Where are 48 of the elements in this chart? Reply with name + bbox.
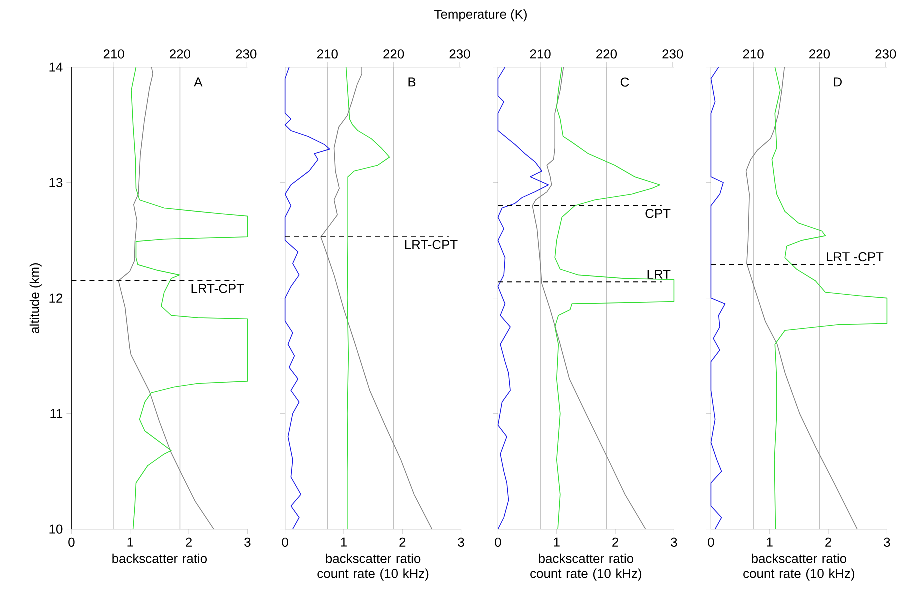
ref-line-label: CPT bbox=[646, 209, 671, 218]
y-tick-label: 14 bbox=[50, 62, 63, 72]
x-tick-label: 3 bbox=[671, 538, 678, 547]
x2-tick-label: 210 bbox=[318, 50, 338, 59]
x2-tick-label: 220 bbox=[170, 50, 191, 59]
x2-tick-label: 220 bbox=[810, 50, 830, 59]
x-tick-label: 3 bbox=[244, 538, 251, 547]
x-tick-label: 1 bbox=[767, 538, 773, 547]
x2-tick-label: 220 bbox=[596, 50, 618, 59]
annotation: A bbox=[194, 78, 203, 87]
x-tick-label: 1 bbox=[554, 538, 560, 547]
x2-tick-label: 230 bbox=[876, 50, 896, 59]
ref-line-label: LRT -CPT bbox=[827, 252, 884, 262]
x-tick-label: 0 bbox=[282, 538, 288, 547]
x-tick-label: 0 bbox=[495, 538, 502, 547]
ref-line-label: LRT-CPT bbox=[192, 284, 244, 294]
x2-tick-label: 230 bbox=[450, 50, 470, 59]
x2-tick-label: 210 bbox=[104, 50, 124, 59]
x-tick-label: 0 bbox=[708, 538, 714, 547]
ref-line-label: LRT-CPT bbox=[405, 240, 458, 250]
x-tick-label: 0 bbox=[68, 538, 75, 547]
x-tick-label: 3 bbox=[884, 538, 890, 547]
x-tick-label: 1 bbox=[128, 538, 134, 547]
y-axis-title: altitude (km) bbox=[30, 263, 42, 334]
x-axis-title: backscatter ratio count rate (10 kHz) bbox=[318, 554, 429, 581]
x2-tick-label: 210 bbox=[743, 50, 764, 59]
x-axis-title: backscatter ratio count rate (10 kHz) bbox=[530, 554, 642, 581]
y-tick-label: 10 bbox=[50, 524, 63, 534]
annotation: B bbox=[408, 78, 416, 87]
x-axis-title: backscatter ratio bbox=[112, 554, 208, 564]
x2-tick-label: 230 bbox=[236, 50, 257, 59]
x2-tick-label: 220 bbox=[384, 50, 404, 59]
ref-line-label: LRT bbox=[648, 270, 671, 279]
x2-axis-title: Temperature (K) bbox=[434, 10, 527, 22]
annotation: C bbox=[620, 78, 630, 87]
annotation: D bbox=[834, 78, 842, 87]
x-tick-label: 2 bbox=[826, 538, 832, 547]
x-tick-label: 2 bbox=[400, 538, 406, 547]
x-axis-title: backscatter ratio count rate (10 kHz) bbox=[744, 554, 855, 581]
y-tick-label: 11 bbox=[50, 409, 63, 418]
y-tick-label: 12 bbox=[50, 294, 63, 303]
x2-tick-label: 230 bbox=[662, 50, 684, 59]
x-tick-label: 3 bbox=[458, 538, 464, 547]
x2-tick-label: 210 bbox=[530, 50, 551, 59]
x-tick-label: 1 bbox=[341, 538, 347, 547]
x-tick-label: 2 bbox=[612, 538, 618, 547]
x-tick-label: 2 bbox=[186, 538, 192, 547]
y-tick-label: 13 bbox=[50, 178, 63, 188]
